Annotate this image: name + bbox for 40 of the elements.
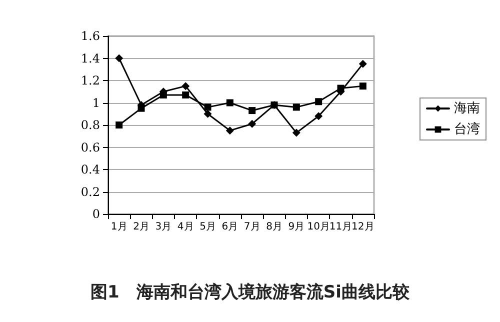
x-tick-label: 1月 — [110, 222, 128, 232]
text: 图1 海南和台湾入境旅游客流Si曲线比较 — [90, 282, 410, 302]
legend-label: 海南 — [454, 101, 480, 116]
point — [115, 54, 124, 62]
point — [226, 126, 234, 135]
x-tick-label: 3月 — [155, 222, 172, 232]
x-tick-label: 5月 — [200, 222, 216, 232]
point — [359, 82, 366, 90]
y-tick-label: 1 — [92, 96, 100, 110]
point — [182, 82, 190, 90]
y-tick-label: 1.2 — [80, 74, 100, 88]
x-tick-label: 12月 — [352, 222, 374, 232]
legend-label: 台湾 — [454, 121, 480, 137]
point — [204, 104, 212, 111]
point — [292, 128, 300, 137]
x-tick-label: 2月 — [133, 222, 150, 232]
point — [248, 120, 256, 128]
point — [314, 112, 323, 120]
point — [248, 107, 256, 114]
point — [116, 122, 123, 128]
point — [358, 60, 367, 68]
x-tick-label: 10月 — [307, 222, 330, 232]
x-tick-label: 9月 — [288, 222, 305, 232]
y-tick-label: 1.6 — [80, 29, 100, 43]
x-tick-label: 7月 — [244, 222, 260, 232]
y-tick-label: 0 — [92, 207, 100, 221]
y-tick-label: 0.6 — [80, 140, 100, 154]
x-tick-label: 4月 — [177, 222, 194, 232]
y-tick-label: 0.8 — [80, 118, 100, 132]
point — [204, 110, 212, 118]
y-tick-label: 1.4 — [80, 51, 100, 66]
y-tick-label: 0.2 — [80, 184, 100, 199]
x-tick-label: 11月 — [329, 222, 352, 232]
point — [226, 99, 234, 106]
x-tick-label: 6月 — [222, 222, 238, 232]
point — [182, 91, 190, 98]
x-tick-label: 8月 — [266, 222, 282, 232]
point — [292, 104, 300, 111]
y-tick-label: 0.4 — [80, 162, 100, 176]
point — [315, 98, 322, 106]
